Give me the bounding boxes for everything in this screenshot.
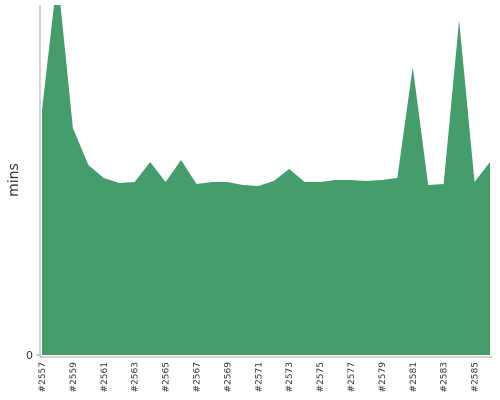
plot-area [42,5,490,355]
x-tick-label: #2561 [100,362,110,392]
x-tick-label: #2567 [192,362,202,392]
x-tick-label: #2577 [347,362,357,392]
x-tick-label: #2573 [285,362,295,392]
x-tick-label: #2575 [316,362,326,392]
y-axis-label: mins [6,163,22,197]
x-tick-label: #2579 [378,362,388,393]
y-tick-label: 0 [26,349,33,362]
x-tick-label: #2571 [254,362,264,392]
x-tick-label: #2565 [162,362,172,392]
x-tick-label: #2569 [223,362,233,393]
x-tick-label: #2563 [131,362,141,392]
x-tick-label: #2581 [409,362,419,392]
x-tick-label: #2585 [471,362,481,392]
x-tick-label: #2557 [38,362,48,392]
x-tick-label: #2583 [440,362,450,392]
x-tick-label: #2559 [69,362,79,393]
area [42,5,490,355]
